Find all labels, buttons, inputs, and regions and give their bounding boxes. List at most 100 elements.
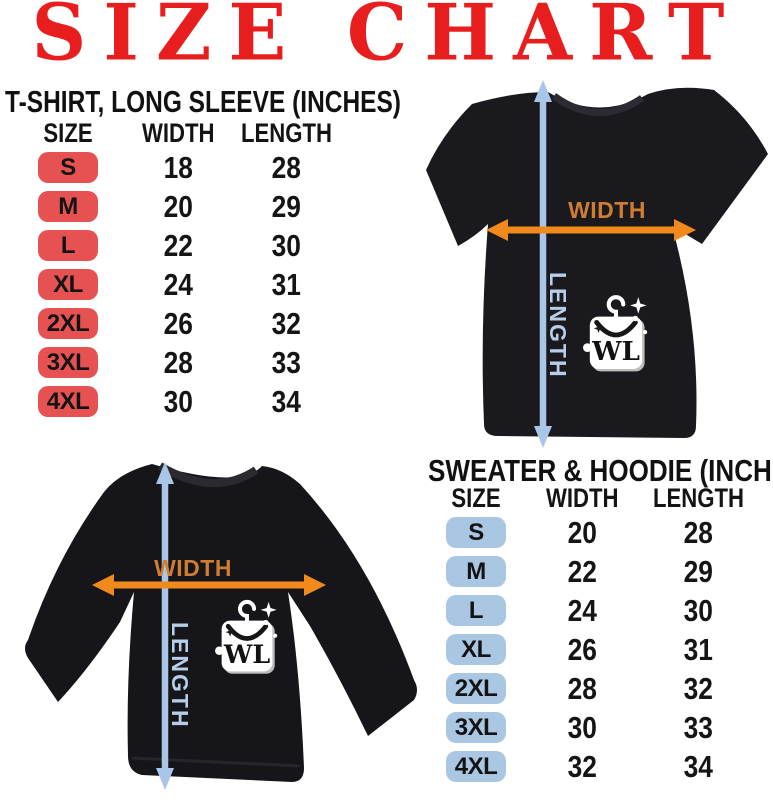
logo-monogram: WL — [223, 639, 270, 669]
tshirt-table-header-row: SIZE WIDTH LENGTH — [6, 117, 346, 149]
sweater-table-heading: SWEATER & HOODIE (INCHES) — [428, 453, 773, 488]
width-value: 20 — [567, 514, 597, 550]
table-row: M 22 29 — [424, 552, 760, 591]
column-header-length: LENGTH — [240, 117, 332, 148]
sweater-silhouette — [25, 464, 417, 782]
sparkle-dot-icon — [263, 619, 269, 626]
sweater-table-body: S 20 28 M 22 29 L 24 30 XL 26 31 — [424, 513, 760, 786]
length-value: 30 — [683, 592, 713, 628]
width-arrow — [92, 574, 326, 596]
length-value: 34 — [271, 383, 301, 419]
column-header-length: LENGTH — [652, 482, 744, 513]
size-badge: M — [446, 556, 506, 587]
sweater-hem-rib — [131, 756, 301, 768]
size-badge: 2XL — [37, 308, 99, 339]
size-badge: S — [38, 152, 98, 183]
width-value: 30 — [163, 383, 193, 419]
sweater-collar — [157, 462, 259, 488]
sparkle-icon — [630, 297, 647, 314]
table-row: 4XL 32 34 — [424, 747, 760, 786]
table-row: S 18 28 — [6, 148, 346, 187]
size-badge: XL — [446, 634, 506, 665]
length-value: 31 — [683, 631, 713, 667]
wl-brand-logo: WL — [215, 598, 278, 679]
width-value: 22 — [163, 227, 193, 263]
length-value: 30 — [271, 227, 301, 263]
width-value: 24 — [567, 592, 597, 628]
width-measure-label: WIDTH — [154, 555, 232, 581]
size-badge: L — [446, 595, 506, 626]
table-row: 4XL 30 34 — [6, 382, 346, 421]
width-value: 18 — [163, 149, 193, 185]
table-row: 2XL 26 32 — [6, 304, 346, 343]
column-header-width: WIDTH — [141, 117, 215, 148]
column-header-size: SIZE — [451, 482, 501, 513]
table-row: 3XL 30 33 — [424, 708, 760, 747]
size-badge: M — [38, 191, 98, 222]
table-row: 2XL 28 32 — [424, 669, 760, 708]
length-value: 28 — [683, 514, 713, 550]
table-row: L 22 30 — [6, 226, 346, 265]
wl-brand-logo: WL — [583, 293, 648, 377]
size-badge: 3XL — [37, 347, 99, 378]
hanger-hook-icon — [606, 295, 626, 326]
size-badge: 3XL — [445, 712, 507, 743]
length-arrow — [534, 80, 552, 448]
length-measure-label: LENGTH — [545, 272, 571, 379]
size-badge: 4XL — [445, 751, 507, 782]
tshirt-table-heading: T-SHIRT, LONG SLEEVE (INCHES) — [5, 84, 401, 119]
width-value: 32 — [567, 748, 597, 784]
length-value: 32 — [271, 305, 301, 341]
sparkle-dot-icon — [632, 315, 639, 322]
length-value: 29 — [271, 188, 301, 224]
table-row: L 24 30 — [424, 591, 760, 630]
length-value: 33 — [683, 709, 713, 745]
sparkle-icon — [593, 323, 604, 334]
tshirt-diagram — [418, 78, 773, 450]
length-value: 29 — [683, 553, 713, 589]
table-row: M 20 29 — [6, 187, 346, 226]
width-value: 24 — [163, 266, 193, 302]
length-measure-label: LENGTH — [167, 622, 193, 729]
page-title: SIZE CHART — [31, 0, 742, 78]
sweater-photo — [25, 462, 417, 790]
tshirt-collar — [551, 93, 644, 116]
sparkle-dot-icon — [642, 329, 648, 335]
sparkle-icon — [260, 601, 277, 618]
width-value: 28 — [567, 670, 597, 706]
width-measure-label: WIDTH — [568, 197, 646, 223]
length-value: 32 — [683, 670, 713, 706]
size-badge: XL — [38, 269, 98, 300]
width-value: 26 — [567, 631, 597, 667]
width-value: 26 — [163, 305, 193, 341]
width-value: 20 — [163, 188, 193, 224]
column-header-size: SIZE — [43, 117, 93, 148]
tshirt-table-body: S 18 28 M 20 29 L 22 30 XL 24 31 — [6, 148, 346, 421]
logo-neckline-arc — [225, 623, 269, 641]
size-badge: L — [38, 230, 98, 261]
tshirt-silhouette — [426, 87, 768, 438]
tshirt-photo — [426, 80, 768, 448]
length-arrow — [156, 462, 174, 790]
sweater-table-header-row: SIZE WIDTH LENGTH — [424, 482, 760, 514]
sparkle-icon — [225, 627, 235, 637]
width-value: 30 — [567, 709, 597, 745]
size-badge: 4XL — [37, 386, 99, 417]
table-row: XL 24 31 — [6, 265, 346, 304]
table-row: 3XL 28 33 — [6, 343, 346, 382]
hanger-hook-icon — [238, 599, 257, 630]
table-row: S 20 28 — [424, 513, 760, 552]
length-value: 34 — [683, 748, 713, 784]
size-badge: S — [446, 517, 506, 548]
table-row: XL 26 31 — [424, 630, 760, 669]
sparkle-dot-icon — [273, 633, 278, 638]
length-value: 28 — [271, 149, 301, 185]
sparkle-dot-icon — [583, 343, 592, 352]
sweater-diagram — [0, 440, 425, 800]
sparkle-dot-icon — [215, 646, 224, 655]
length-value: 31 — [271, 266, 301, 302]
width-value: 28 — [163, 344, 193, 380]
logo-neckline-arc — [594, 319, 638, 338]
column-header-width: WIDTH — [545, 482, 619, 513]
